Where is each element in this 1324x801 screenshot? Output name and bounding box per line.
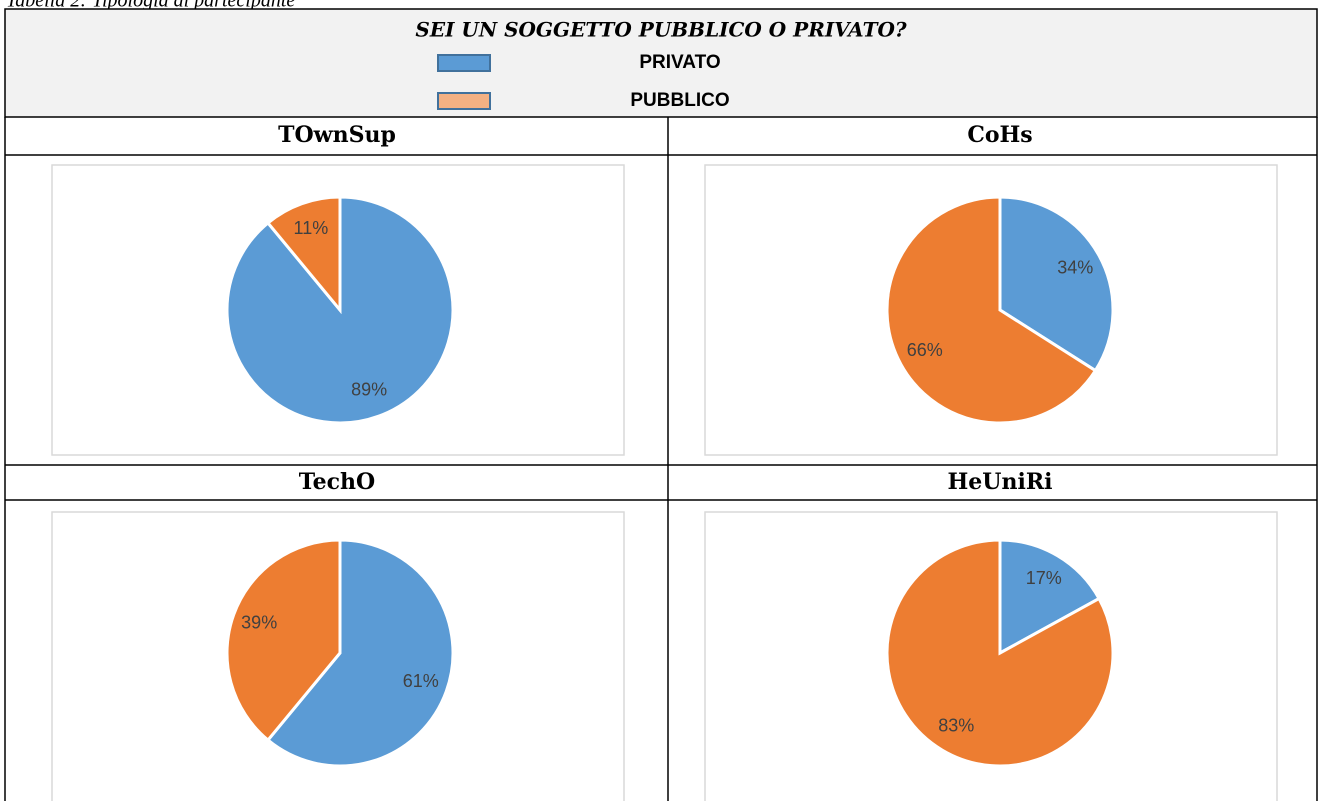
value-label: 11% — [294, 218, 329, 238]
pie-slice — [225, 538, 342, 743]
value-label: 66% — [907, 340, 943, 360]
chart-title: TechO — [299, 469, 375, 495]
value-label: 89% — [351, 380, 387, 400]
chart-title: TOwnSup — [278, 122, 396, 148]
pie-slice — [998, 538, 1102, 656]
header-cell — [4, 8, 1318, 118]
legend-swatch — [437, 54, 491, 72]
legend-label: PUBBLICO — [630, 90, 729, 111]
pie-slice — [885, 538, 1115, 768]
value-label: 83% — [938, 716, 974, 736]
legend-label: PRIVATO — [639, 52, 720, 73]
chart-title: HeUniRi — [948, 469, 1053, 495]
caption: Tabella 2: Tipologia di partecipante — [6, 0, 295, 12]
value-label: 17% — [1026, 568, 1062, 588]
legend-swatch — [437, 92, 491, 110]
value-label: 61% — [403, 671, 439, 691]
pie-slice — [265, 195, 342, 315]
header-title: SEI UN SOGGETTO PUBBLICO O PRIVATO? — [415, 18, 907, 42]
pie-slice — [265, 538, 455, 768]
pie-slice — [885, 195, 1098, 425]
chart-title: CoHs — [967, 122, 1032, 148]
value-label: 34% — [1057, 257, 1093, 277]
value-label: 39% — [241, 613, 277, 633]
